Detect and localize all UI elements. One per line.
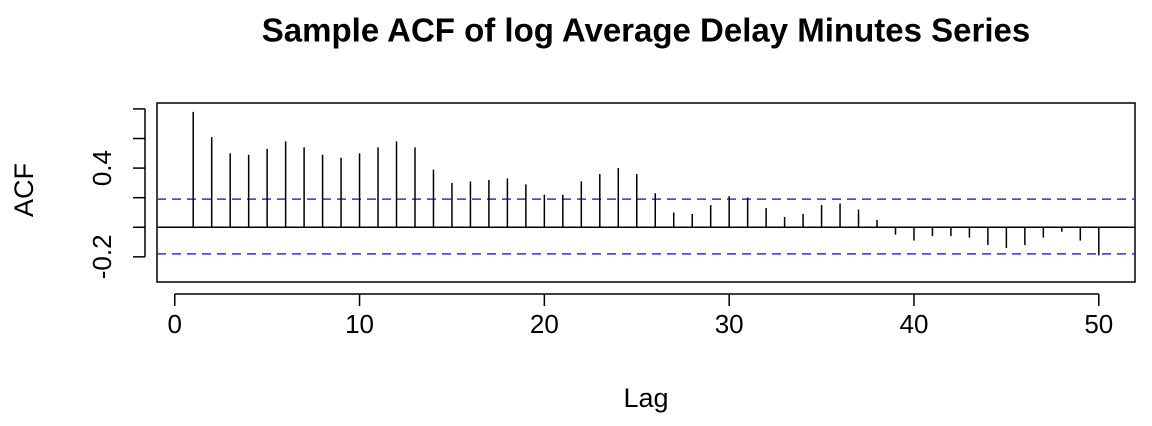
x-tick-label: 0 [168, 309, 182, 339]
x-tick-label: 30 [715, 309, 744, 339]
x-tick-label: 10 [345, 309, 374, 339]
y-tick-label: -0.2 [87, 234, 117, 279]
y-axis-label: ACF [9, 163, 39, 217]
x-axis-label: Lag [623, 383, 668, 413]
plot-frame [156, 102, 1136, 283]
x-tick-label: 50 [1084, 309, 1113, 339]
chart-title: Sample ACF of log Average Delay Minutes … [262, 12, 1030, 49]
x-tick-label: 20 [530, 309, 559, 339]
x-tick-label: 40 [900, 309, 929, 339]
y-tick-label: 0.4 [87, 150, 117, 186]
